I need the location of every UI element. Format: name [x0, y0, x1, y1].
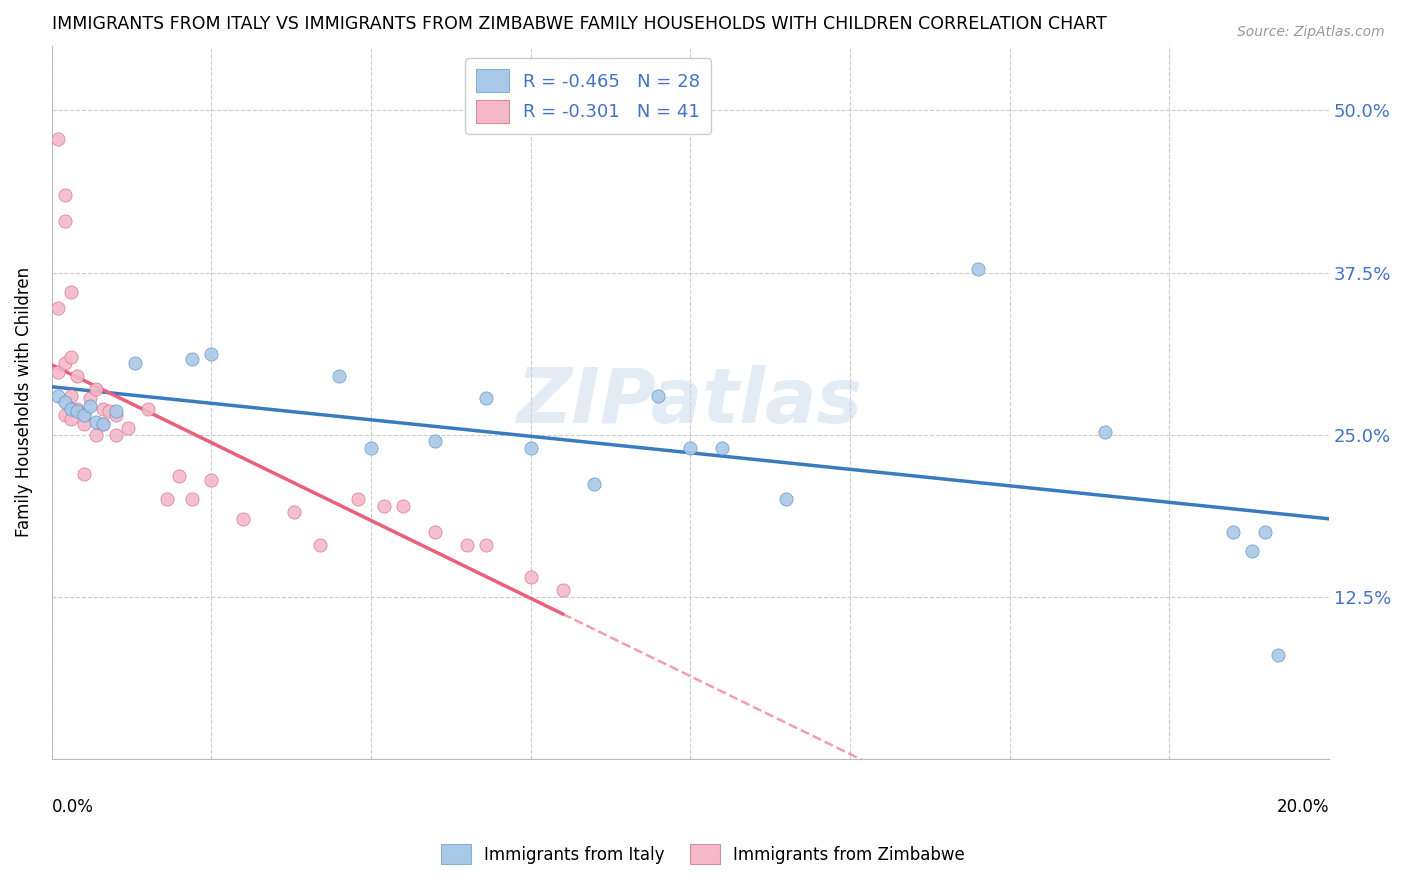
- Point: [66, 404, 89, 418]
- Point: [59, 412, 82, 426]
- Point: [46, 365, 69, 379]
- Point: [59, 401, 82, 416]
- Point: [73, 467, 96, 481]
- Point: [46, 132, 69, 146]
- Point: [475, 392, 498, 406]
- Point: [86, 415, 108, 429]
- Point: [53, 187, 76, 202]
- Point: [1222, 524, 1244, 539]
- Point: [46, 301, 69, 315]
- Point: [392, 499, 415, 513]
- Point: [583, 476, 606, 491]
- Point: [53, 356, 76, 370]
- Point: [53, 395, 76, 409]
- Point: [679, 441, 702, 455]
- Point: [966, 261, 988, 276]
- Text: IMMIGRANTS FROM ITALY VS IMMIGRANTS FROM ZIMBABWE FAMILY HOUSEHOLDS WITH CHILDRE: IMMIGRANTS FROM ITALY VS IMMIGRANTS FROM…: [52, 15, 1107, 33]
- Point: [519, 441, 541, 455]
- Point: [91, 401, 114, 416]
- Point: [328, 369, 350, 384]
- Point: [79, 399, 101, 413]
- Point: [59, 389, 82, 403]
- Point: [775, 492, 797, 507]
- Text: ZIPatlas: ZIPatlas: [517, 365, 863, 439]
- Point: [66, 401, 89, 416]
- Point: [53, 213, 76, 227]
- Point: [1094, 425, 1116, 439]
- Point: [91, 417, 114, 432]
- Point: [117, 421, 139, 435]
- Point: [86, 427, 108, 442]
- Point: [1267, 648, 1289, 662]
- Point: [124, 356, 146, 370]
- Point: [53, 408, 76, 422]
- Text: 20.0%: 20.0%: [1277, 798, 1329, 816]
- Point: [156, 492, 179, 507]
- Point: [475, 538, 498, 552]
- Point: [98, 404, 121, 418]
- Point: [232, 512, 254, 526]
- Point: [347, 492, 370, 507]
- Point: [181, 352, 204, 367]
- Point: [647, 389, 669, 403]
- Point: [59, 285, 82, 299]
- Point: [360, 441, 382, 455]
- Point: [423, 434, 446, 449]
- Point: [59, 350, 82, 364]
- Y-axis label: Family Households with Children: Family Households with Children: [15, 268, 32, 537]
- Point: [1241, 544, 1264, 558]
- Point: [79, 392, 101, 406]
- Point: [711, 441, 734, 455]
- Text: Source: ZipAtlas.com: Source: ZipAtlas.com: [1237, 25, 1385, 39]
- Point: [309, 538, 332, 552]
- Point: [200, 473, 222, 487]
- Point: [104, 408, 127, 422]
- Point: [423, 524, 446, 539]
- Point: [200, 347, 222, 361]
- Point: [283, 505, 305, 519]
- Legend: Immigrants from Italy, Immigrants from Zimbabwe: Immigrants from Italy, Immigrants from Z…: [434, 838, 972, 871]
- Point: [456, 538, 478, 552]
- Point: [73, 408, 96, 422]
- Point: [73, 408, 96, 422]
- Point: [169, 469, 191, 483]
- Point: [181, 492, 204, 507]
- Point: [104, 427, 127, 442]
- Point: [1254, 524, 1277, 539]
- Text: 0.0%: 0.0%: [52, 798, 94, 816]
- Point: [373, 499, 395, 513]
- Point: [46, 389, 69, 403]
- Point: [86, 382, 108, 396]
- Point: [91, 417, 114, 432]
- Point: [136, 401, 159, 416]
- Point: [66, 369, 89, 384]
- Point: [73, 417, 96, 432]
- Point: [104, 404, 127, 418]
- Legend: R = -0.465   N = 28, R = -0.301   N = 41: R = -0.465 N = 28, R = -0.301 N = 41: [465, 58, 711, 134]
- Point: [519, 570, 541, 584]
- Point: [551, 583, 574, 598]
